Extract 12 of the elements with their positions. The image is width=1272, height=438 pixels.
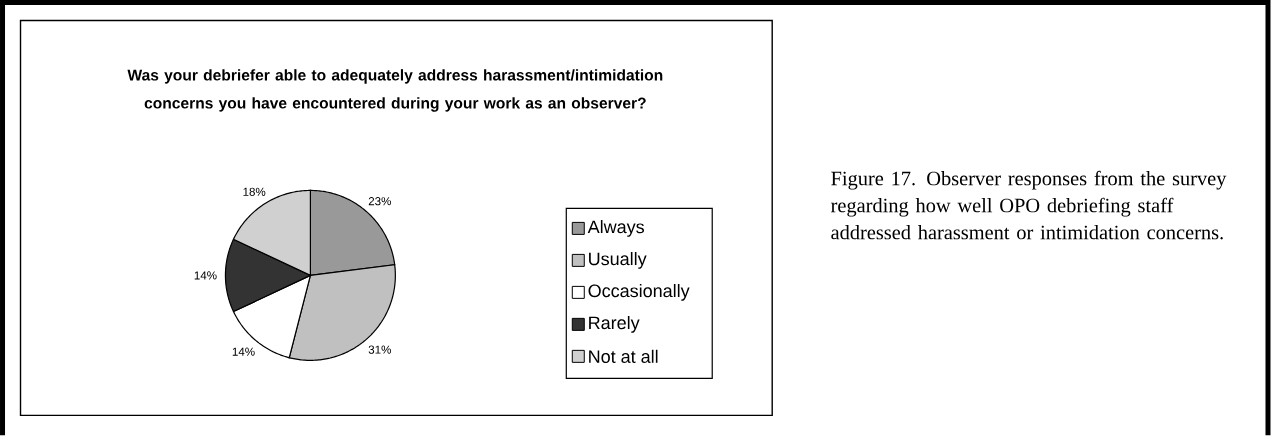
legend-label: Occasionally [588, 284, 690, 301]
legend-label: Usually [589, 252, 647, 269]
legend-label: Not at all [589, 349, 658, 364]
data-label: 14% [232, 347, 255, 356]
data-label: 23% [368, 197, 391, 206]
chart-title: Was your debriefer able to adequately address harassment/intimidation concerns you have encountered during your work as an observer? [127, 69, 663, 112]
data-label: 31% [368, 345, 391, 354]
legend-label: Rarely [589, 316, 640, 333]
caption: Figure 17. Observer responses from the survey regarding how well OPO debriefing staff addressed harassment or intimidation concerns. [830, 170, 1227, 240]
legend-label: Always [587, 220, 644, 237]
data-label: 18% [243, 187, 266, 197]
data-label: 14% [194, 271, 217, 280]
